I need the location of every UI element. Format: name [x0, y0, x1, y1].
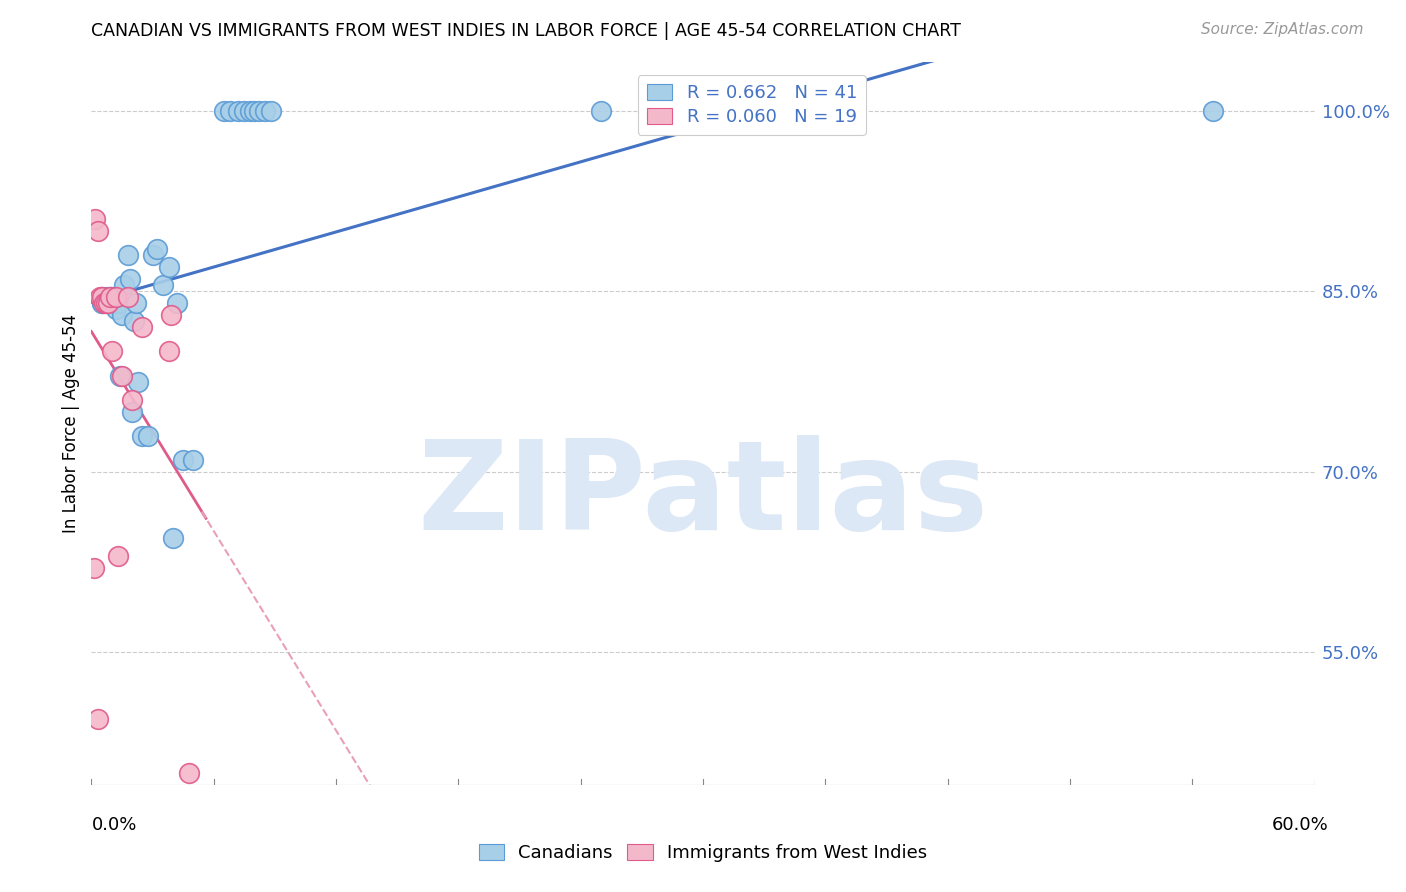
- Point: [138, 428, 160, 442]
- Point: [239, 103, 262, 118]
- Point: [101, 344, 124, 359]
- Point: [89, 290, 111, 304]
- Point: [122, 314, 145, 328]
- Point: [107, 549, 129, 564]
- Point: [121, 405, 143, 419]
- Point: [226, 103, 249, 118]
- Point: [94, 296, 117, 310]
- Point: [104, 302, 127, 317]
- Point: [145, 242, 167, 256]
- Point: [160, 309, 183, 323]
- Point: [121, 392, 143, 407]
- Point: [84, 212, 107, 227]
- Point: [131, 320, 153, 334]
- Point: [117, 290, 139, 304]
- Point: [90, 296, 112, 310]
- Point: [243, 103, 266, 118]
- Legend: Canadians, Immigrants from West Indies: Canadians, Immigrants from West Indies: [471, 837, 935, 870]
- Point: [108, 368, 131, 383]
- Point: [219, 103, 242, 118]
- Point: [233, 103, 256, 118]
- Point: [111, 368, 134, 383]
- Text: 0.0%: 0.0%: [91, 816, 136, 834]
- Point: [90, 290, 112, 304]
- Point: [1202, 103, 1225, 118]
- Point: [152, 278, 174, 293]
- Point: [104, 290, 127, 304]
- Y-axis label: In Labor Force | Age 45-54: In Labor Force | Age 45-54: [62, 314, 80, 533]
- Point: [183, 453, 205, 467]
- Point: [127, 375, 149, 389]
- Point: [86, 712, 108, 726]
- Point: [131, 428, 153, 442]
- Point: [101, 296, 124, 310]
- Point: [101, 290, 124, 304]
- Point: [111, 309, 134, 323]
- Point: [112, 278, 135, 293]
- Point: [93, 296, 115, 310]
- Point: [157, 344, 180, 359]
- Point: [97, 296, 120, 310]
- Point: [120, 272, 142, 286]
- Point: [260, 103, 283, 118]
- Point: [90, 296, 112, 310]
- Point: [86, 224, 108, 238]
- Point: [97, 296, 120, 310]
- Point: [83, 561, 105, 575]
- Point: [90, 290, 112, 304]
- Text: 60.0%: 60.0%: [1272, 816, 1329, 834]
- Point: [117, 248, 139, 262]
- Point: [591, 103, 613, 118]
- Point: [157, 260, 180, 274]
- Text: Source: ZipAtlas.com: Source: ZipAtlas.com: [1201, 22, 1364, 37]
- Point: [125, 296, 148, 310]
- Point: [166, 296, 188, 310]
- Point: [98, 290, 121, 304]
- Point: [162, 531, 184, 545]
- Point: [98, 290, 121, 304]
- Point: [247, 103, 270, 118]
- Text: CANADIAN VS IMMIGRANTS FROM WEST INDIES IN LABOR FORCE | AGE 45-54 CORRELATION C: CANADIAN VS IMMIGRANTS FROM WEST INDIES …: [91, 22, 962, 40]
- Text: ZIPatlas: ZIPatlas: [418, 435, 988, 557]
- Point: [141, 248, 163, 262]
- Point: [94, 290, 117, 304]
- Point: [212, 103, 235, 118]
- Point: [107, 296, 129, 310]
- Point: [103, 290, 125, 304]
- Legend: R = 0.662   N = 41, R = 0.060   N = 19: R = 0.662 N = 41, R = 0.060 N = 19: [638, 75, 866, 135]
- Point: [253, 103, 276, 118]
- Point: [179, 765, 201, 780]
- Point: [172, 453, 194, 467]
